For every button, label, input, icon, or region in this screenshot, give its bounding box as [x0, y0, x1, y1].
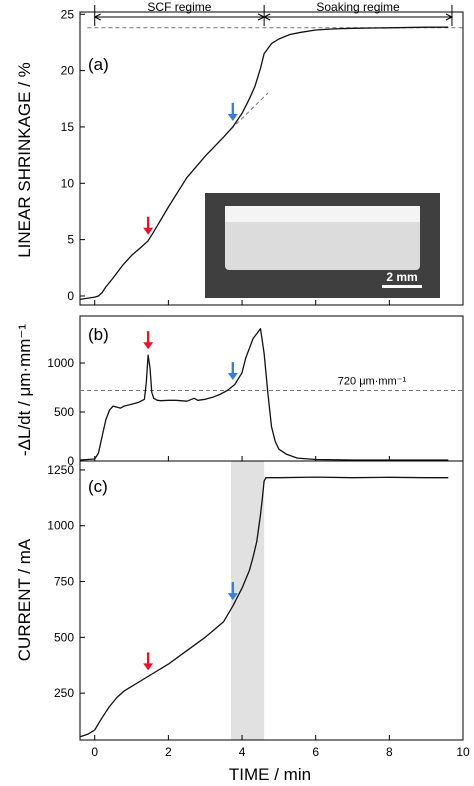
y-axis-label-c: CURRENT / mA [15, 538, 34, 661]
x-tick-label: 8 [386, 745, 393, 759]
y-tick-label-a: 20 [61, 64, 75, 78]
inset-sample-top [225, 206, 420, 222]
y-tick-label-c: 250 [54, 686, 74, 700]
red-arrow-b-head [143, 342, 154, 350]
y-tick-label-c: 500 [54, 630, 74, 644]
panel-label-a: (a) [88, 55, 109, 74]
x-tick-label: 0 [91, 745, 98, 759]
y-tick-label-b: 1000 [47, 356, 74, 370]
red-arrow-b [143, 331, 154, 350]
plot-frame-c [79, 460, 464, 741]
blue-arrow-c-head [227, 593, 238, 601]
y-tick-label-b: 0 [67, 454, 74, 468]
shaded-band [230, 461, 265, 740]
inset-photo: 2 mm [205, 193, 440, 298]
regime-label-soaking: Soaking regime [316, 0, 400, 14]
y-tick-label-a: 0 [67, 289, 74, 303]
y-tick-label-c: 1000 [47, 519, 74, 533]
reference-line-label-b: 720 μm·mm⁻¹ [338, 375, 407, 387]
red-arrow-c [143, 652, 154, 671]
y-tick-label-a: 15 [61, 120, 75, 134]
y-axis-label-b: -ΔL/dt / μm·mm⁻¹ [15, 324, 34, 456]
regime-label-scf: SCF regime [147, 0, 211, 14]
y-tick-label-c: 1250 [47, 463, 74, 477]
panel-label-c: (c) [88, 477, 108, 496]
x-tick-label: 2 [165, 745, 172, 759]
panel-c: CURRENT / mA TIME / min (c) 250500750100… [15, 460, 470, 784]
blue-arrow-c [227, 582, 238, 601]
red-arrow-c-head [143, 663, 154, 671]
y-tick-label-a: 25 [61, 7, 75, 21]
red-arrow-a-head [143, 227, 154, 235]
y-tick-label-c: 750 [54, 575, 74, 589]
panel-b: -ΔL/dt / μm·mm⁻¹ (b) 720 μm·mm⁻¹ 0 500 100… [15, 315, 464, 468]
data-line-a [79, 26, 449, 301]
y-tick-label-a: 5 [67, 233, 74, 247]
x-tick-label: 6 [312, 745, 319, 759]
y-axis-label-a: LINEAR SHRINKAGE / % [15, 62, 34, 258]
red-arrow-a [143, 216, 154, 235]
scale-bar [382, 285, 422, 288]
data-line-c [79, 476, 449, 738]
panel-a: SCF regime Soaking regime LINEAR SHRINKA… [15, 0, 464, 306]
scale-bar-label: 2 mm [386, 270, 417, 284]
data-line-b [79, 328, 449, 461]
x-tick-label: 10 [456, 745, 470, 759]
plot-frame-a [79, 11, 464, 306]
y-tick-label-a: 10 [61, 176, 75, 190]
x-tick-label: 4 [239, 745, 246, 759]
x-axis-label: TIME / min [229, 765, 311, 784]
panel-label-b: (b) [88, 325, 109, 344]
y-tick-label-b: 500 [54, 405, 74, 419]
blue-arrow-b [227, 362, 238, 381]
blue-arrow-a [227, 102, 238, 121]
blue-arrow-a-head [227, 113, 238, 121]
plot-frame-b [79, 315, 464, 462]
extrapolation-line [230, 92, 269, 130]
blue-arrow-b-head [227, 373, 238, 381]
